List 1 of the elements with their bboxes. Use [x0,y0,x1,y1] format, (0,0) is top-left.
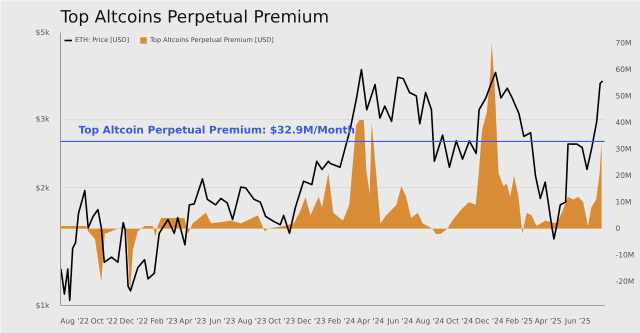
chart-title: Top Altcoins Perpetual Premium [60,8,330,28]
